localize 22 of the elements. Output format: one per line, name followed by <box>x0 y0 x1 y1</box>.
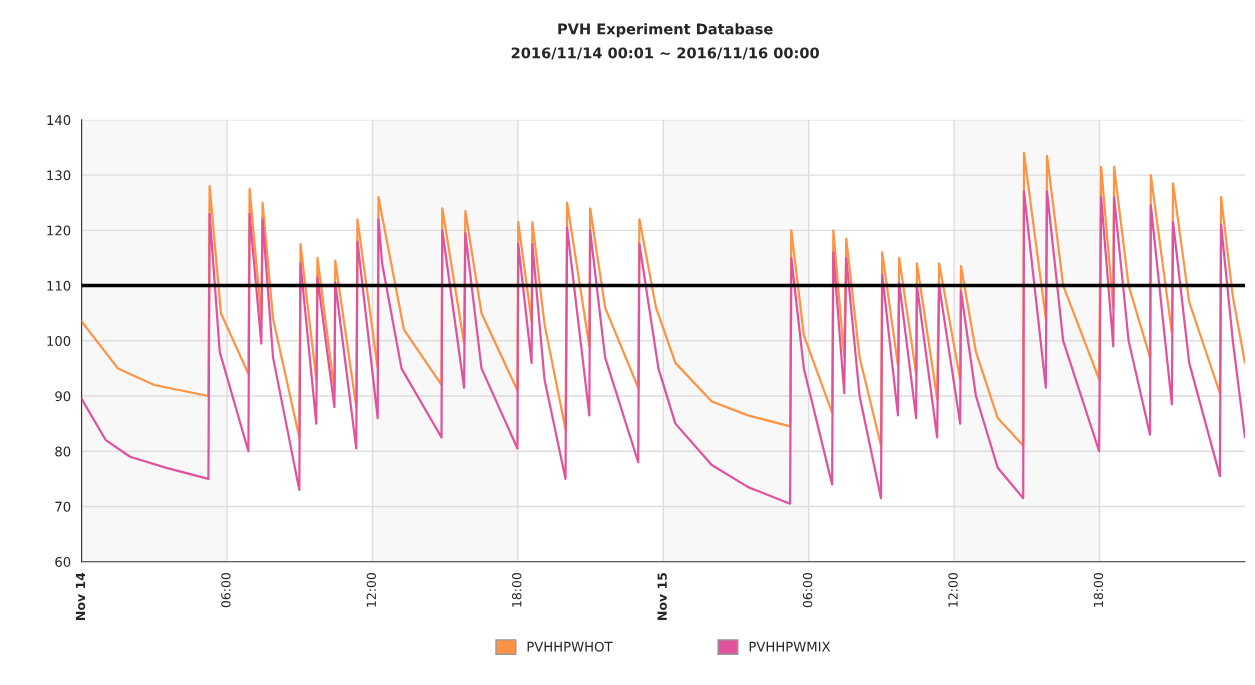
y-tick-label: 140 <box>47 115 71 126</box>
y-tick-label: 90 <box>55 391 71 402</box>
y-tick-label: 120 <box>47 225 71 236</box>
legend-label: PVHHPWMIX <box>749 641 831 652</box>
x-tick-label: 18:00 <box>1093 572 1104 607</box>
chart-subtitle: 2016/11/14 00:01 ~ 2016/11/16 00:00 <box>511 47 819 60</box>
y-tick-label: 100 <box>47 336 71 346</box>
y-tick-label: 60 <box>55 556 71 567</box>
chart-title: PVH Experiment Database <box>558 23 773 38</box>
y-tick-label: 70 <box>55 501 71 512</box>
x-tick-label: 18:00 <box>512 572 522 607</box>
x-tick-label: Nov 15 <box>657 572 667 620</box>
y-tick-label: 130 <box>47 170 71 181</box>
x-tick-label: 06:00 <box>802 572 813 608</box>
legend-label: PVHHPWHOT <box>527 641 613 652</box>
y-tick-label: 110 <box>47 280 71 291</box>
y-tick-label: 80 <box>55 446 71 457</box>
x-tick-label: 12:00 <box>948 572 958 607</box>
x-tick-label: Nov 14 <box>75 572 86 620</box>
x-tick-label: 12:00 <box>366 572 377 607</box>
x-tick-label: 06:00 <box>221 572 231 608</box>
line-series <box>81 190 1245 505</box>
